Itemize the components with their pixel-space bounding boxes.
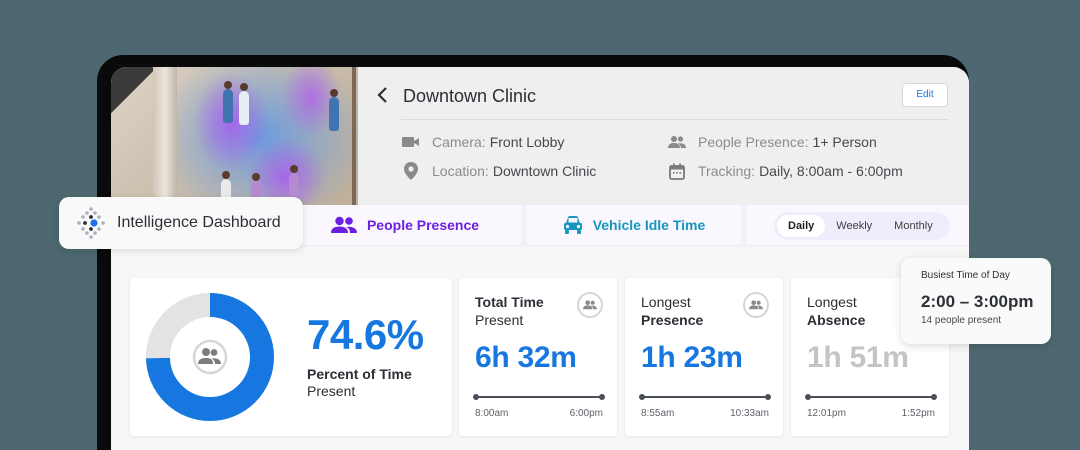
stat-title: Longest Absence — [807, 293, 865, 329]
people-icon — [577, 292, 603, 318]
tab-people-presence[interactable]: People Presence — [288, 205, 522, 245]
stat-value: 1h 51m — [807, 341, 909, 374]
calendar-icon — [668, 162, 686, 180]
busiest-time-card: Busiest Time of Day 2:00 – 3:00pm 14 peo… — [901, 258, 1051, 344]
image-person — [239, 83, 249, 125]
people-icon — [330, 216, 357, 234]
map-pin-icon — [402, 162, 420, 180]
brand-card: Intelligence Dashboard — [59, 197, 303, 249]
stat-title-line1: Total Time — [475, 294, 544, 310]
range-option-weekly[interactable]: Weekly — [836, 220, 873, 232]
tracking-label: Tracking: — [698, 163, 756, 179]
presence-donut-chart — [146, 293, 274, 421]
time-range-end: 1:52pm — [901, 408, 935, 419]
stat-title: Longest Presence — [641, 293, 703, 329]
image-rail — [352, 67, 356, 205]
image-person — [289, 165, 299, 207]
dashboard-screen: Downtown Clinic Edit Camera: Front Lobby… — [111, 67, 969, 450]
percent-label: Percent of Time Present — [307, 366, 412, 400]
range-option-monthly[interactable]: Monthly — [894, 220, 933, 232]
camera-value: Front Lobby — [489, 134, 565, 150]
video-camera-icon — [402, 133, 420, 151]
image-person — [329, 89, 339, 131]
brand-title: Intelligence Dashboard — [117, 214, 281, 231]
stat-title-line2: Present — [475, 312, 524, 328]
tab-label: People Presence — [366, 217, 480, 233]
time-range-start: 8:55am — [641, 408, 675, 419]
time-range-line — [639, 394, 771, 400]
tab-label: Vehicle Idle Time — [592, 217, 706, 233]
location-header: Downtown Clinic Edit Camera: Front Lobby… — [111, 67, 969, 215]
stat-title-line2: Presence — [641, 312, 704, 328]
busiest-sub: 14 people present — [921, 315, 1002, 326]
presence-value: 1+ Person — [812, 134, 877, 150]
camera-label: Camera: — [432, 134, 486, 150]
stat-title-line2: Absence — [807, 312, 866, 328]
intelligence-logo-icon — [77, 207, 105, 239]
busiest-value: 2:00 – 3:00pm — [921, 292, 1034, 311]
stat-title-line1: Longest — [641, 294, 691, 310]
time-range-line — [473, 394, 605, 400]
stat-value: 1h 23m — [641, 341, 743, 374]
range-option-daily[interactable]: Daily — [777, 215, 826, 237]
camera-heatmap-image[interactable] — [111, 67, 358, 215]
time-range-start: 8:00am — [475, 408, 509, 419]
image-person — [221, 171, 231, 213]
location-value: Downtown Clinic — [492, 163, 597, 179]
tab-vehicle-idle-time[interactable]: Vehicle Idle Time — [526, 205, 742, 245]
longest-presence-card: Longest Presence 1h 23m 8:55am 10:33am — [625, 278, 783, 436]
chevron-left-icon — [377, 87, 387, 103]
stat-title-line1: Longest — [807, 294, 857, 310]
people-icon — [198, 348, 221, 364]
total-time-card: Total Time Present 6h 32m 8:00am 6:00pm — [459, 278, 617, 436]
tracking-value: Daily, 8:00am - 6:00pm — [759, 163, 903, 179]
location-info: Location: Downtown Clinic — [402, 162, 596, 180]
car-icon — [563, 215, 583, 235]
percent-value: 74.6% — [307, 311, 424, 358]
time-range-start: 12:01pm — [807, 408, 846, 419]
percent-label-bold: Percent of Time — [307, 366, 412, 382]
stat-title: Total Time Present — [475, 293, 544, 329]
time-range-end: 10:33am — [730, 408, 769, 419]
percent-label-sub: Present — [307, 383, 356, 399]
camera-info: Camera: Front Lobby — [402, 133, 564, 151]
back-button[interactable] — [373, 85, 395, 107]
location-label: Location: — [432, 163, 489, 179]
presence-label: People Presence: — [698, 134, 809, 150]
edit-button[interactable]: Edit — [902, 83, 948, 107]
tab-strip: People Presence Vehicle Idle Time Daily … — [111, 205, 969, 247]
busiest-label: Busiest Time of Day — [921, 270, 1010, 281]
image-pillar — [153, 67, 177, 197]
stat-value: 6h 32m — [475, 341, 577, 374]
page-title: Downtown Clinic — [403, 86, 537, 106]
people-icon — [743, 292, 769, 318]
range-toggle: Daily Weekly Monthly — [774, 212, 950, 240]
image-person — [223, 81, 233, 123]
tracking-info: Tracking: Daily, 8:00am - 6:00pm — [668, 162, 903, 180]
presence-info: People Presence: 1+ Person — [668, 133, 877, 151]
time-range-line — [805, 394, 937, 400]
people-icon — [668, 133, 686, 151]
header-divider — [401, 119, 949, 120]
percent-present-card: 74.6% Percent of Time Present — [130, 278, 452, 436]
time-range-end: 6:00pm — [569, 408, 603, 419]
